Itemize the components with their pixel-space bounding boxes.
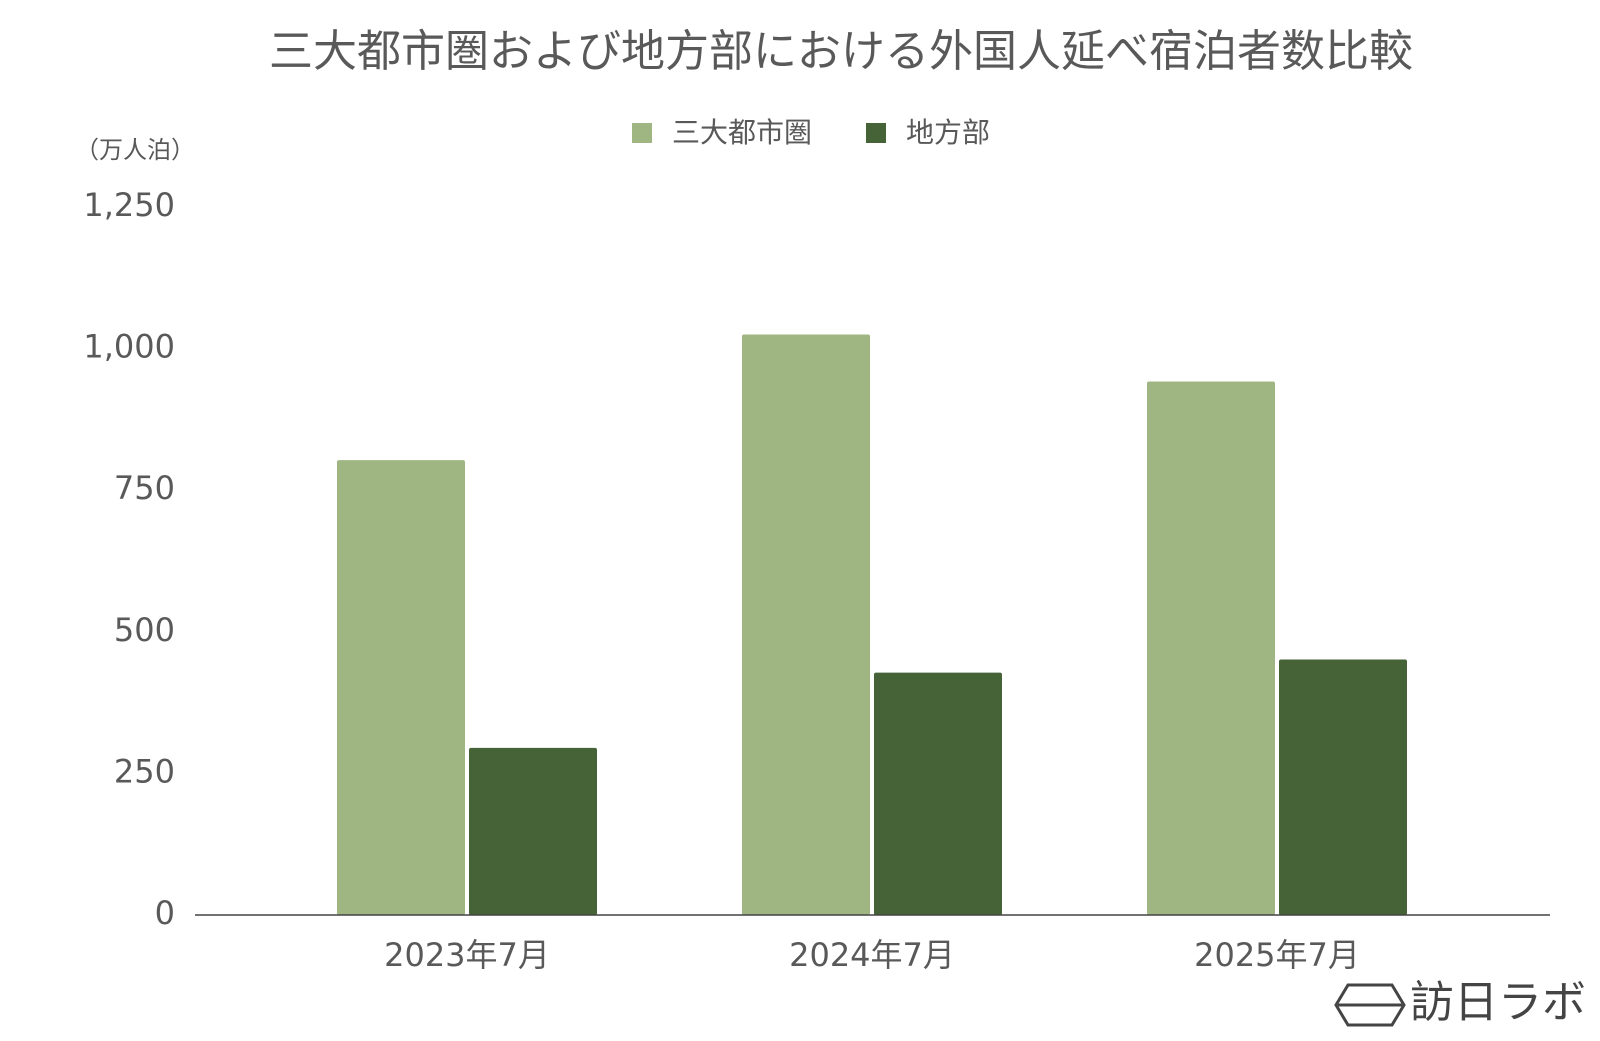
legend-swatch: [866, 123, 886, 143]
watermark-logo: [1334, 983, 1406, 1027]
bar: [874, 672, 1002, 915]
x-tick-label: 2025年7月: [1194, 936, 1360, 974]
y-tick-label: 1,250: [83, 186, 175, 224]
x-tick-label: 2023年7月: [384, 936, 550, 974]
legend-label: 三大都市圏: [672, 116, 812, 149]
chart-title: 三大都市圏および地方部における外国人延べ宿泊者数比較: [269, 26, 1413, 77]
y-tick-label: 500: [114, 611, 175, 649]
y-tick-label: 0: [155, 894, 175, 932]
bar: [337, 460, 465, 915]
y-axis-label: （万人泊）: [75, 136, 195, 164]
bar: [742, 334, 870, 915]
bar: [1147, 381, 1275, 916]
x-tick-label: 2024年7月: [789, 936, 955, 974]
y-tick-label: 250: [114, 752, 175, 790]
y-tick-label: 1,000: [83, 328, 175, 366]
legend-label: 地方部: [906, 116, 990, 149]
bar: [1279, 659, 1407, 915]
bar: [469, 747, 597, 915]
legend-swatch: [632, 123, 652, 143]
watermark: 訪日ラボ: [1410, 977, 1586, 1028]
y-tick-label: 750: [114, 469, 175, 507]
